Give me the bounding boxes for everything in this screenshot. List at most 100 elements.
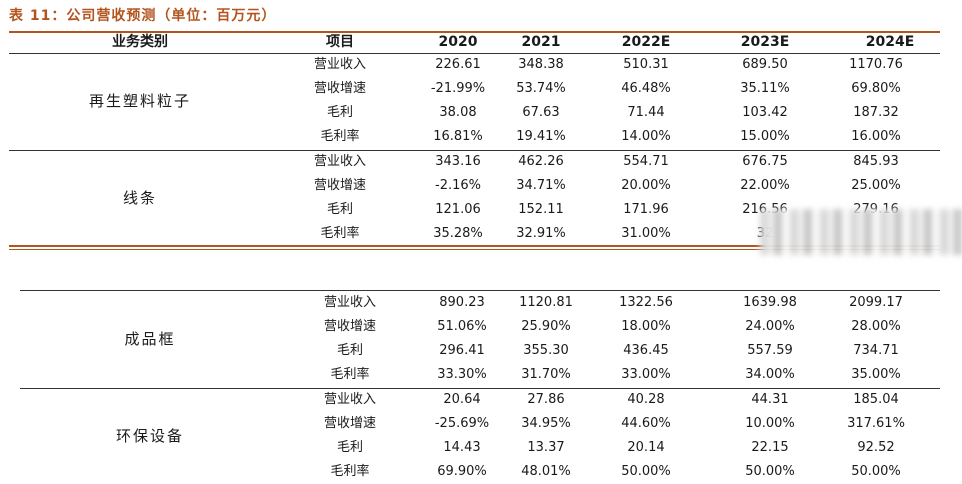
column-header: 2021 bbox=[521, 34, 561, 50]
table-cell: 50.00% bbox=[745, 464, 795, 479]
header-bottom-rule bbox=[9, 53, 940, 54]
table-cell: 187.32 bbox=[853, 105, 899, 120]
watermark-blur bbox=[760, 209, 962, 255]
table-cell: 33.30% bbox=[437, 367, 487, 382]
table-cell: 13.37 bbox=[527, 440, 565, 455]
table-cell: 845.93 bbox=[853, 154, 899, 169]
table-cell: 22.00% bbox=[740, 178, 790, 193]
table-cell: 296.41 bbox=[439, 343, 485, 358]
table2-top-rule bbox=[20, 290, 940, 291]
table-cell: 28.00% bbox=[851, 319, 901, 334]
table-cell: -2.16% bbox=[435, 178, 481, 193]
table-cell: 69.80% bbox=[851, 81, 901, 96]
table-cell: 51.06% bbox=[437, 319, 487, 334]
column-header: 2020 bbox=[438, 34, 478, 50]
table-cell: 226.61 bbox=[435, 57, 481, 72]
column-header: 业务类别 bbox=[112, 34, 168, 50]
row-item-label: 营收增速 bbox=[313, 81, 366, 96]
table-cell: 14.00% bbox=[621, 129, 671, 144]
table-cell: 1639.98 bbox=[743, 295, 797, 310]
category-label: 成品框 bbox=[124, 330, 176, 348]
table-cell: 34.71% bbox=[516, 178, 566, 193]
table-cell: 69.90% bbox=[437, 464, 487, 479]
row-item-label: 毛利率 bbox=[330, 367, 370, 382]
table-cell: 15.00% bbox=[740, 129, 790, 144]
table1-bottom-rule bbox=[9, 245, 940, 247]
row-item-label: 营业收入 bbox=[323, 295, 376, 310]
table-cell: 32.91% bbox=[516, 226, 566, 241]
table-cell: 20.00% bbox=[621, 178, 671, 193]
row-item-label: 营收增速 bbox=[323, 416, 376, 431]
table-cell: 48.01% bbox=[521, 464, 571, 479]
category-label: 线条 bbox=[122, 189, 157, 207]
column-header: 项目 bbox=[326, 34, 354, 50]
table-cell: 53.74% bbox=[516, 81, 566, 96]
table-cell: 185.04 bbox=[853, 392, 899, 407]
table-cell: 343.16 bbox=[435, 154, 481, 169]
table-cell: 557.59 bbox=[747, 343, 793, 358]
row-item-label: 毛利率 bbox=[320, 226, 360, 241]
table-cell: 34.00% bbox=[745, 367, 795, 382]
table-cell: 71.44 bbox=[627, 105, 665, 120]
table-cell: 24.00% bbox=[745, 319, 795, 334]
row-item-label: 毛利率 bbox=[320, 129, 360, 144]
column-header: 2024E bbox=[865, 34, 915, 50]
table-cell: 25.00% bbox=[851, 178, 901, 193]
table-cell: 18.00% bbox=[621, 319, 671, 334]
table-cell: 171.96 bbox=[623, 202, 669, 217]
table-cell: 67.63 bbox=[522, 105, 560, 120]
row-item-label: 营业收入 bbox=[313, 154, 366, 169]
table-cell: 40.28 bbox=[627, 392, 665, 407]
table-cell: 10.00% bbox=[745, 416, 795, 431]
table-cell: 1170.76 bbox=[849, 57, 903, 72]
table1-bottom-rule-2 bbox=[9, 249, 940, 250]
table-cell: 34.95% bbox=[521, 416, 571, 431]
table-cell: 121.06 bbox=[435, 202, 481, 217]
table-cell: 103.42 bbox=[742, 105, 788, 120]
table-cell: 92.52 bbox=[857, 440, 895, 455]
table-cell: 2099.17 bbox=[849, 295, 903, 310]
table-cell: 890.23 bbox=[439, 295, 485, 310]
table-cell: 44.31 bbox=[751, 392, 789, 407]
table-cell: 689.50 bbox=[742, 57, 788, 72]
table-cell: 35.00% bbox=[851, 367, 901, 382]
table-cell: 462.26 bbox=[518, 154, 564, 169]
table-cell: 348.38 bbox=[518, 57, 564, 72]
table1-top-rule bbox=[9, 31, 940, 33]
group-divider bbox=[9, 150, 940, 151]
table-cell: 38.08 bbox=[439, 105, 477, 120]
table-title: 表 11：公司营收预测（单位：百万元） bbox=[9, 8, 277, 24]
table-cell: 1322.56 bbox=[619, 295, 673, 310]
row-item-label: 营业收入 bbox=[313, 57, 366, 72]
table-cell: 676.75 bbox=[742, 154, 788, 169]
table-cell: 317.61% bbox=[847, 416, 905, 431]
table-cell: 1120.81 bbox=[519, 295, 573, 310]
table-cell: 436.45 bbox=[623, 343, 669, 358]
table-cell: 20.64 bbox=[443, 392, 481, 407]
table-cell: 19.41% bbox=[516, 129, 566, 144]
column-header: 2023E bbox=[740, 34, 790, 50]
category-label: 环保设备 bbox=[115, 427, 184, 445]
table-cell: 50.00% bbox=[851, 464, 901, 479]
table-cell: 35.28% bbox=[433, 226, 483, 241]
column-header: 2022E bbox=[621, 34, 671, 50]
table-cell: -21.99% bbox=[430, 81, 486, 96]
row-item-label: 营收增速 bbox=[323, 319, 376, 334]
row-item-label: 毛利率 bbox=[330, 464, 370, 479]
row-item-label: 营收增速 bbox=[313, 178, 366, 193]
table-cell: 27.86 bbox=[527, 392, 565, 407]
category-label: 再生塑料粒子 bbox=[88, 92, 191, 110]
table-cell: 31.00% bbox=[621, 226, 671, 241]
table-cell: 554.71 bbox=[623, 154, 669, 169]
table-cell: 35.11% bbox=[740, 81, 790, 96]
table-cell: 14.43 bbox=[443, 440, 481, 455]
table-cell: 22.15 bbox=[751, 440, 789, 455]
table-cell: 46.48% bbox=[621, 81, 671, 96]
row-item-label: 毛利 bbox=[336, 343, 363, 358]
table-cell: 355.30 bbox=[523, 343, 569, 358]
table-cell: 25.90% bbox=[521, 319, 571, 334]
table-cell: 44.60% bbox=[621, 416, 671, 431]
row-item-label: 毛利 bbox=[326, 105, 353, 120]
table-cell: 31.70% bbox=[521, 367, 571, 382]
table-cell: 16.00% bbox=[851, 129, 901, 144]
